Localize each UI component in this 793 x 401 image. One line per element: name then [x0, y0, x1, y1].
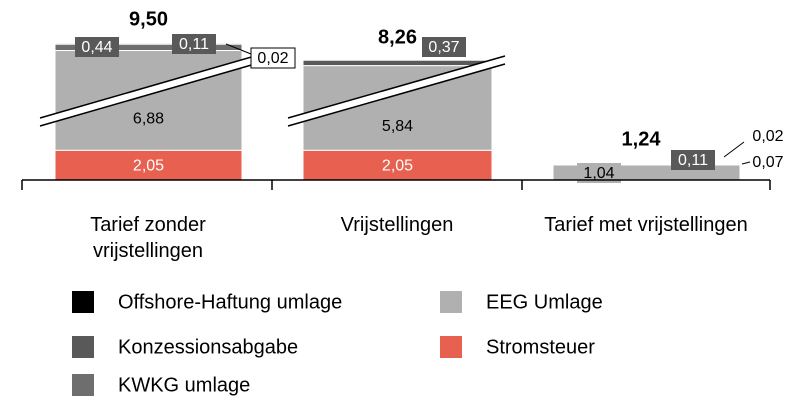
bar-segment: [54, 50, 243, 151]
label-box: [172, 34, 216, 54]
axis-break: [287, 55, 506, 119]
category-label: Tarief zonder vrijstellingen: [90, 214, 206, 262]
category-label: Tarief met vrijstellingen: [544, 214, 748, 236]
value-label: 0,11: [678, 152, 708, 169]
bar-segment: [54, 149, 243, 181]
bar-segment: [302, 59, 493, 67]
value-label: 0,37: [428, 39, 459, 56]
label-box: [671, 150, 715, 170]
legend-label: Offshore-Haftung umlage: [118, 291, 342, 313]
value-label: 0,44: [81, 39, 112, 56]
label-box: [75, 37, 119, 57]
axis-break: [40, 56, 255, 126]
leader-line: [741, 161, 751, 165]
value-label: 0,11: [179, 36, 209, 53]
label-box: [250, 47, 296, 69]
label-box: [422, 37, 466, 57]
value-label: 5,84: [382, 118, 413, 135]
legend-label: Stromsteuer: [486, 336, 595, 358]
total-label: 8,26: [378, 27, 417, 49]
category-label: Vrijstellingen: [340, 214, 454, 236]
axis-break: [288, 56, 505, 126]
bar-segment: [552, 161, 741, 164]
legend-swatch: [72, 291, 94, 313]
value-label: 0,02: [257, 50, 288, 67]
legend-swatch: [72, 336, 94, 358]
value-label: 2,05: [382, 157, 413, 174]
total-label: 1,24: [622, 128, 662, 150]
value-label: 6,88: [133, 111, 164, 128]
leader-line: [723, 141, 745, 158]
value-label: 0,02: [752, 128, 783, 145]
legend-swatch: [440, 336, 462, 358]
legend-label: EEG Umlage: [486, 291, 603, 313]
axis-break: [287, 63, 506, 127]
axis-break: [39, 63, 256, 127]
total-label: 9,50: [129, 9, 168, 31]
legend-label: Konzessionsabgabe: [118, 336, 298, 358]
value-label: 1,04: [583, 165, 614, 182]
legend-label: KWKG umlage: [118, 374, 250, 396]
legend-swatch: [72, 374, 94, 396]
value-label: 0,07: [752, 154, 783, 171]
label-box: [577, 163, 621, 183]
legend-swatch: [440, 291, 462, 313]
bar-segment: [54, 41, 243, 44]
leader-line: [225, 43, 252, 55]
axis-break: [39, 55, 256, 119]
value-label: 2,05: [133, 157, 164, 174]
